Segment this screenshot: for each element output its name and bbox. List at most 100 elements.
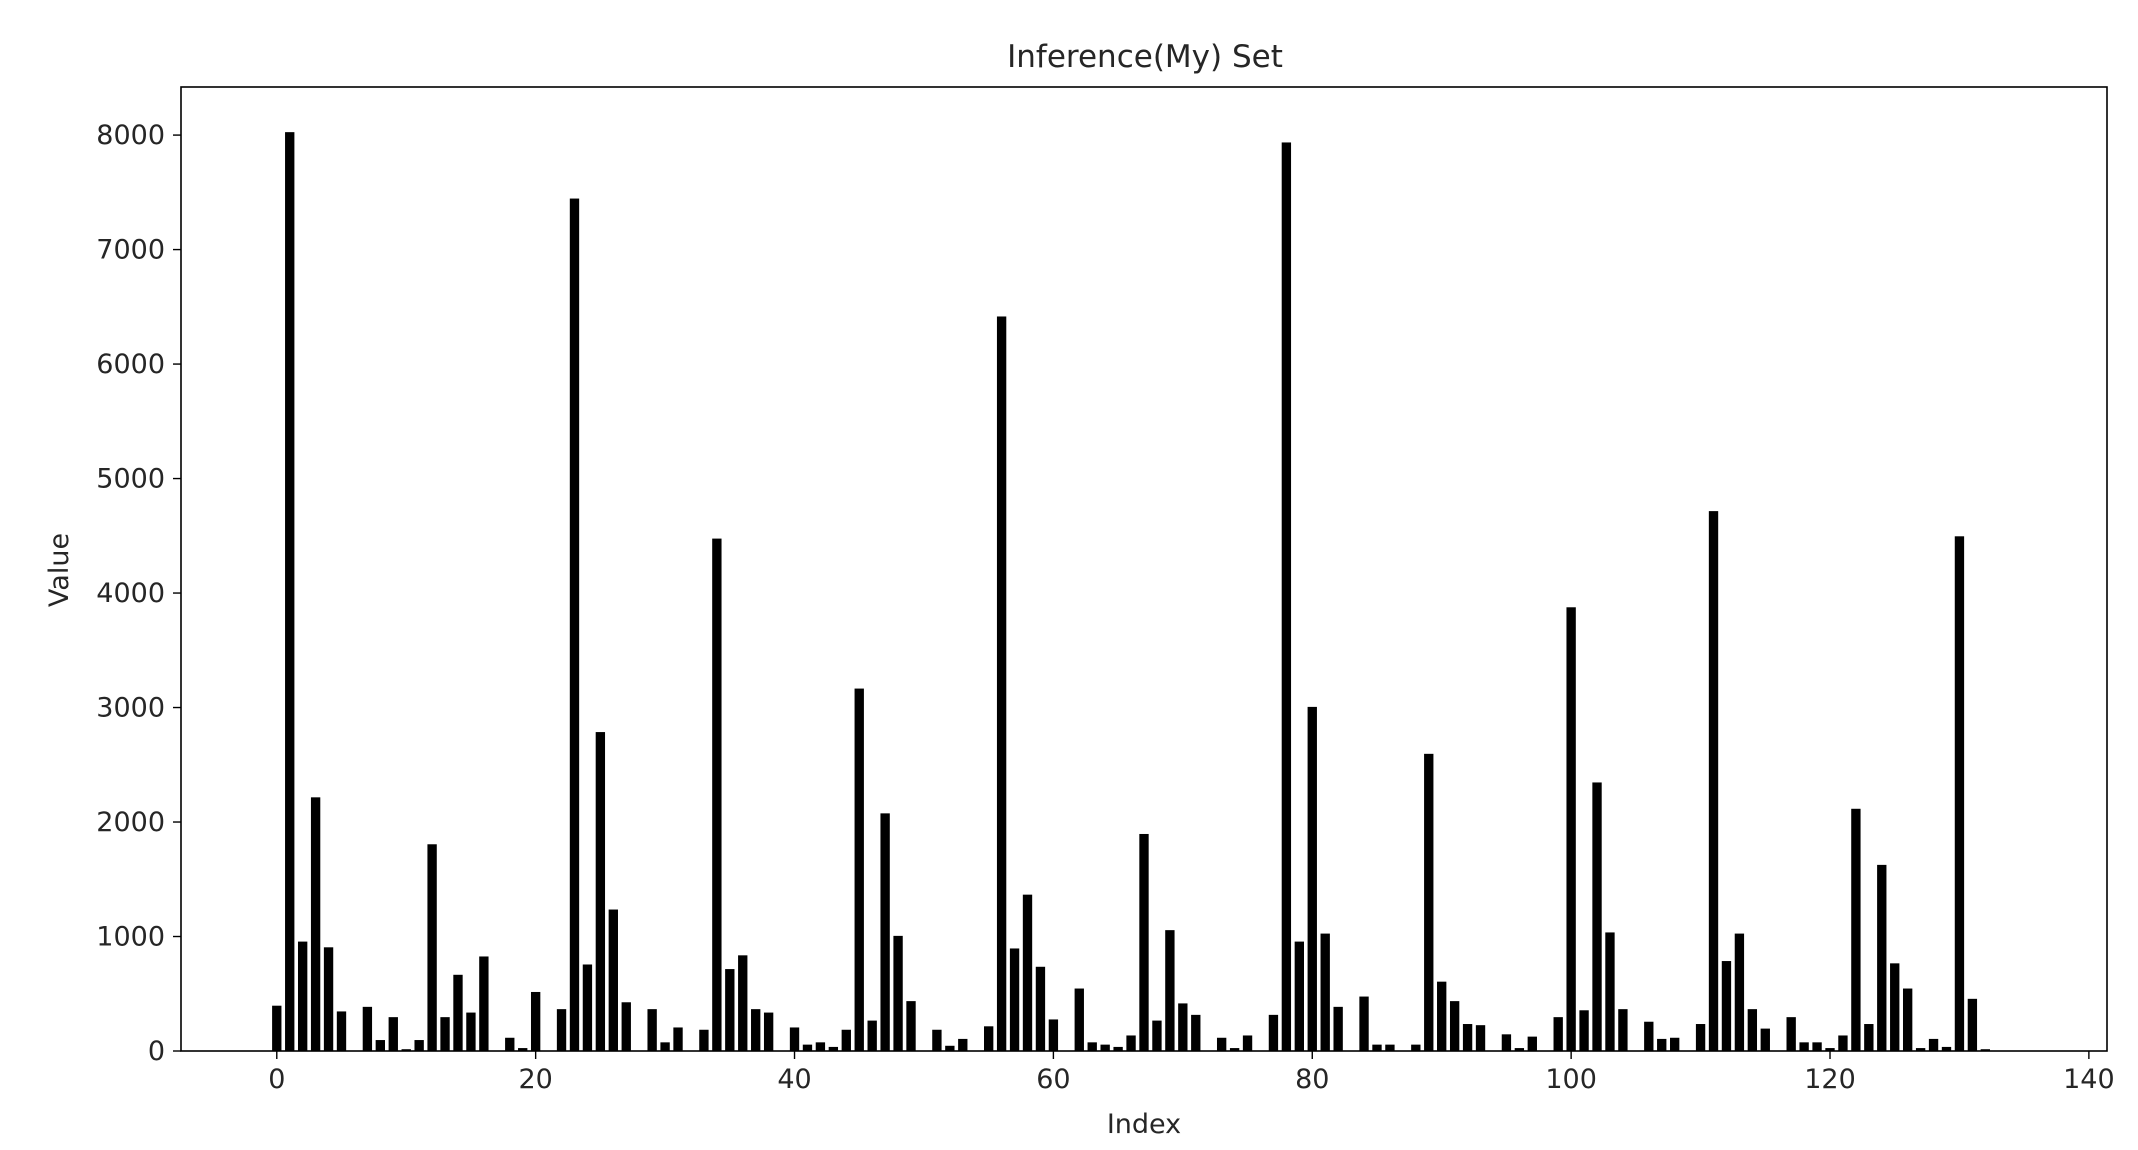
bar — [568, 197, 581, 1052]
bar — [1811, 1041, 1823, 1052]
bar — [672, 1026, 684, 1052]
bar — [1306, 705, 1318, 1052]
bar — [1591, 781, 1603, 1052]
x-tick-label: 140 — [2063, 1064, 2115, 1095]
bar — [1850, 807, 1862, 1052]
bar — [581, 963, 594, 1052]
bar — [1448, 1000, 1461, 1052]
bar — [879, 812, 891, 1052]
bar — [1785, 1016, 1797, 1052]
bar — [271, 1004, 283, 1052]
bar — [788, 1026, 801, 1052]
x-tick-label: 100 — [1545, 1064, 1597, 1095]
bar — [905, 1000, 917, 1052]
bar — [374, 1039, 386, 1052]
bar — [1099, 1043, 1111, 1052]
bar — [1384, 1043, 1396, 1052]
bar — [1578, 1009, 1590, 1052]
bar — [853, 687, 865, 1052]
bar — [1371, 1043, 1383, 1052]
bar — [1863, 1023, 1875, 1052]
bar — [1669, 1036, 1681, 1052]
bar — [1086, 1041, 1098, 1052]
bar — [1798, 1041, 1810, 1052]
x-tick-label: 60 — [1036, 1064, 1070, 1095]
plot-frame — [180, 86, 2108, 1052]
bar — [1358, 995, 1370, 1052]
bar — [1241, 1034, 1254, 1052]
bar — [309, 796, 322, 1052]
y-tick-label: 1000 — [96, 922, 165, 953]
bar — [737, 954, 749, 1052]
y-tick-label: 5000 — [96, 464, 165, 495]
y-tick-label: 7000 — [96, 235, 165, 266]
bar — [607, 908, 619, 1052]
bar — [995, 315, 1008, 1052]
bar — [1164, 929, 1176, 1052]
bar — [504, 1036, 516, 1052]
bar — [1008, 947, 1021, 1052]
bar — [1215, 1036, 1228, 1052]
chart-title: Inference(My) Set — [1007, 39, 1283, 75]
bar — [1280, 141, 1293, 1052]
x-tick-label: 40 — [777, 1064, 811, 1095]
y-tick-label: 0 — [148, 1036, 165, 1067]
bar — [413, 1039, 425, 1052]
bar — [814, 1041, 827, 1052]
x-tick-label: 20 — [518, 1064, 552, 1095]
bar — [762, 1011, 775, 1052]
bar — [1410, 1043, 1422, 1052]
bar — [439, 1016, 451, 1052]
bar — [1021, 893, 1034, 1052]
bar — [1876, 863, 1888, 1052]
bar — [452, 973, 464, 1052]
bar — [1461, 1023, 1474, 1052]
bar — [1694, 1023, 1707, 1052]
bar — [1423, 752, 1435, 1052]
y-tick-label: 2000 — [96, 807, 165, 838]
y-tick-label: 6000 — [96, 349, 165, 380]
y-axis-label: Value — [44, 533, 75, 607]
bar — [1889, 962, 1901, 1052]
bar — [1474, 1024, 1487, 1052]
bar — [387, 1016, 399, 1052]
bar — [1837, 1034, 1849, 1052]
bar — [944, 1044, 956, 1052]
bar — [1759, 1027, 1771, 1052]
bar — [1927, 1037, 1940, 1052]
bar — [750, 1008, 762, 1052]
bar — [1643, 1020, 1655, 1052]
bar — [1746, 1008, 1759, 1052]
bar — [465, 1011, 477, 1052]
bar — [1293, 940, 1306, 1052]
bar — [1604, 931, 1616, 1052]
bar — [1319, 932, 1331, 1052]
bar — [646, 1008, 658, 1052]
bar — [322, 946, 335, 1052]
bar — [296, 940, 309, 1052]
bar — [711, 537, 723, 1052]
x-tick-label: 0 — [268, 1064, 285, 1095]
bar — [1047, 1018, 1060, 1052]
bar — [1565, 606, 1577, 1052]
bar — [1966, 997, 1979, 1052]
bar — [478, 955, 490, 1052]
bar — [1332, 1005, 1344, 1052]
bar — [1073, 987, 1085, 1052]
bar — [801, 1043, 814, 1052]
bar — [620, 1001, 632, 1052]
bar — [866, 1019, 878, 1052]
bar — [698, 1028, 710, 1052]
bar — [284, 131, 296, 1052]
bar — [957, 1037, 969, 1052]
x-axis-ticks: 0 20 40 60 80 100 120 140 — [268, 1051, 2115, 1095]
bar — [840, 1028, 852, 1052]
bar — [555, 1008, 568, 1052]
bar — [1526, 1035, 1538, 1052]
bar — [983, 1025, 995, 1052]
bar — [361, 1005, 374, 1052]
bar — [529, 990, 542, 1052]
bar — [1436, 980, 1448, 1052]
bar — [659, 1041, 671, 1052]
